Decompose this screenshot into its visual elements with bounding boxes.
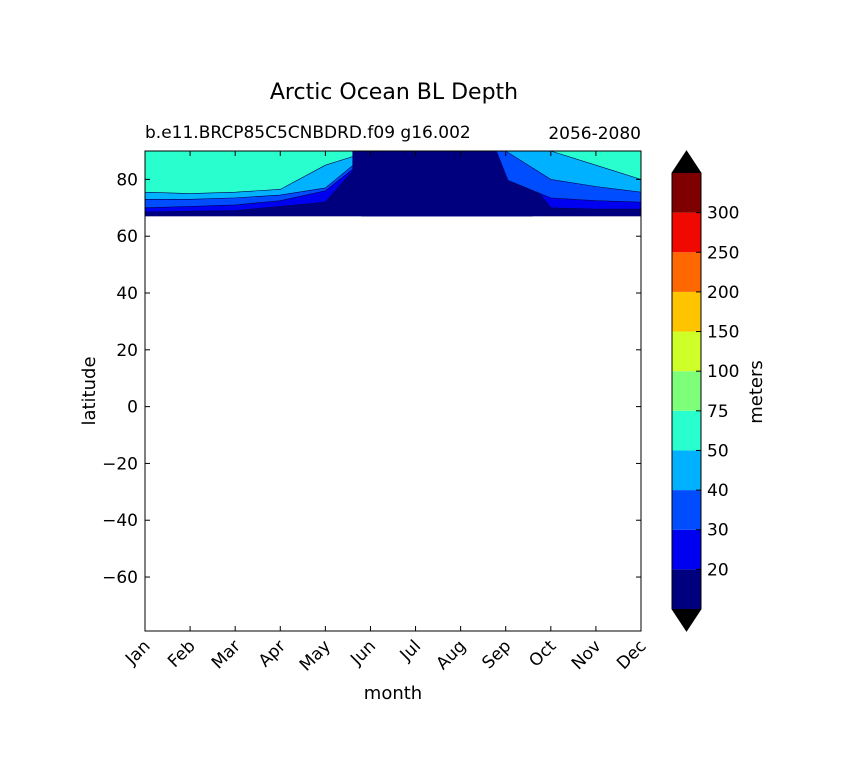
x-tick-label: Aug [433, 636, 471, 674]
colorbar-tick-label: 50 [707, 441, 729, 461]
x-tick-label: Dec [613, 636, 650, 673]
colorbar-extend-min [672, 609, 701, 631]
colorbar-swatch [672, 212, 701, 253]
x-tick-label: Feb [164, 636, 199, 671]
y-tick-label: −20 [102, 454, 138, 474]
colorbar-tick-label: 300 [707, 204, 739, 224]
colorbar-tick-label: 75 [707, 402, 729, 422]
y-axis-label: latitude [79, 356, 100, 425]
chart-subtitle-right: 2056-2080 [548, 124, 641, 144]
x-tick-label: Nov [568, 636, 606, 674]
colorbar-swatch [672, 410, 701, 451]
x-axis: Jan Feb Mar Apr May Jun Jul Aug Sep Oct Nov Dec [121, 151, 651, 675]
contour-summer-deep [352, 151, 533, 217]
colorbar-swatch [672, 173, 701, 213]
colorbar-swatch [672, 371, 701, 411]
x-tick-label: Mar [208, 636, 245, 673]
y-tick-label: 20 [116, 341, 138, 361]
colorbar-swatch [672, 529, 701, 570]
colorbar: 20 30 40 50 75 100 150 200 250 300 [671, 150, 739, 632]
x-tick-label: Sep [478, 636, 515, 673]
colorbar-tick-label: 20 [707, 560, 729, 580]
x-axis-label: month [364, 683, 422, 704]
colorbar-tick-label: 100 [707, 362, 739, 382]
y-tick-label: 80 [116, 170, 138, 190]
colorbar-tick-label: 30 [707, 521, 729, 541]
y-tick-label: 40 [116, 284, 138, 304]
y-tick-label: 0 [127, 398, 138, 418]
colorbar-extend-max [672, 151, 701, 173]
colorbar-tick-label: 40 [707, 481, 729, 501]
x-tick-label: Jun [346, 636, 380, 670]
chart-subtitle-left: b.e11.BRCP85C5CNBDRD.f09 g16.002 [145, 123, 471, 143]
x-tick-label: Jan [121, 636, 154, 669]
x-tick-label: Apr [255, 636, 290, 671]
y-axis: 80 60 40 20 0 −20 −40 −60 [102, 170, 641, 588]
y-tick-label: 60 [116, 227, 138, 247]
plot-frame [144, 150, 642, 632]
colorbar-tick-label: 250 [707, 243, 739, 263]
x-tick-label: Jul [396, 636, 425, 665]
colorbar-swatch [672, 569, 701, 609]
y-tick-label: −40 [102, 511, 138, 531]
colorbar-tick-label: 200 [707, 283, 739, 303]
chart-title: Arctic Ocean BL Depth [270, 80, 518, 105]
colorbar-swatch [672, 291, 701, 332]
x-tick-label: Oct [525, 636, 560, 671]
colorbar-tick-label: 150 [707, 323, 739, 343]
colorbar-label: meters [746, 360, 767, 424]
x-tick-label: May [296, 636, 335, 675]
plot-area [144, 150, 642, 632]
colorbar-swatch [672, 490, 701, 530]
colorbar-swatch [672, 331, 701, 372]
colorbar-swatch [672, 252, 701, 292]
y-tick-label: −60 [102, 568, 138, 588]
colorbar-swatch [672, 450, 701, 491]
colorbar-outline [671, 150, 702, 632]
